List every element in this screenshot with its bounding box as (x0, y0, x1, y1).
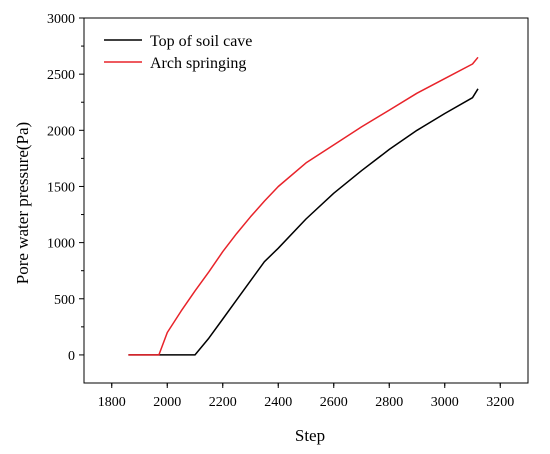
y-tick-label: 0 (68, 349, 75, 364)
x-tick-label: 2400 (264, 395, 292, 410)
x-axis-title: Step (295, 426, 325, 445)
x-tick-label: 2800 (375, 395, 403, 410)
x-tick-label: 2200 (209, 395, 237, 410)
x-tick-label: 3200 (486, 395, 514, 410)
x-tick-label: 2000 (153, 395, 181, 410)
series-layer (128, 56, 479, 356)
ticks-layer: 1800 2000 2200 2400 2600 2800 3000 3200 0 500 1000… (47, 12, 514, 410)
y-tick-label: 500 (54, 293, 75, 308)
legend: Top of soil cave Arch springing (104, 33, 252, 72)
y-axis-title: Pore water pressure(Pa) (13, 122, 32, 284)
y-tick-label: 1500 (47, 180, 75, 195)
plot-frame (83, 17, 529, 384)
y-tick-label: 3000 (47, 12, 75, 27)
series-line-top-of-soil-cave (128, 88, 479, 356)
series-line-arch-springing (128, 56, 479, 356)
y-tick-label: 1000 (47, 237, 75, 252)
y-tick-label: 2000 (47, 124, 75, 139)
legend-label-arch-springing: Arch springing (150, 55, 246, 72)
x-tick-label: 3000 (431, 395, 459, 410)
x-tick-label: 2600 (320, 395, 348, 410)
legend-label-top-of-soil-cave: Top of soil cave (150, 33, 252, 50)
y-tick-label: 2500 (47, 68, 75, 83)
plot-area (83, 17, 529, 384)
x-tick-label: 1800 (98, 395, 126, 410)
